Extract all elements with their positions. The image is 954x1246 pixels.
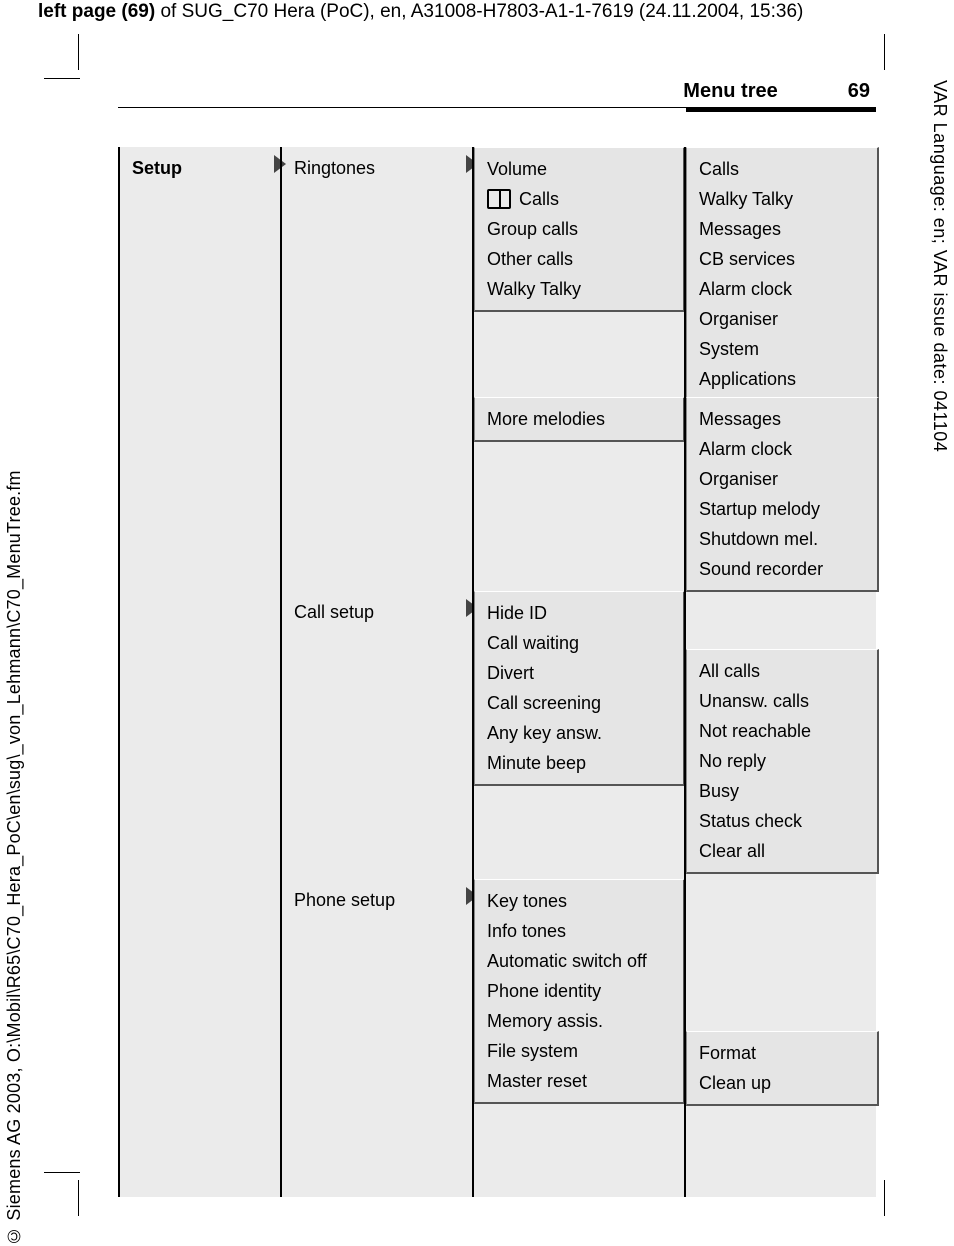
crop-mark (78, 34, 79, 70)
col-1: Setup (120, 147, 278, 1197)
col-4: Calls Walky Talky Messages CB services A… (684, 147, 878, 1197)
row-v-cb-services: CB services (699, 244, 867, 274)
row-mm-alarm: Alarm clock (699, 434, 867, 464)
source-header-bold: left page (69) (38, 1, 155, 22)
row-mm-startup: Startup melody (699, 494, 867, 524)
row-d-busy: Busy (699, 776, 867, 806)
panel-volume: Calls Walky Talky Messages CB services A… (686, 147, 879, 402)
row-file-system: File system (487, 1036, 673, 1066)
row-mm-shutdown: Shutdown mel. (699, 524, 867, 554)
cell-call-setup: Call setup (282, 591, 472, 633)
source-header-rest: of SUG_C70 Hera (PoC), en, A31008-H7803-… (155, 1, 803, 22)
row-d-not-reachable: Not reachable (699, 716, 867, 746)
crop-mark (884, 1180, 885, 1216)
source-header: left page (69) of SUG_C70 Hera (PoC), en… (38, 0, 954, 24)
menu-tree: Setup Ringtones Call setup Phone setup V… (118, 147, 876, 1197)
page-header: Menu tree 69 (118, 80, 876, 107)
row-d-unansw: Unansw. calls (699, 686, 867, 716)
row-v-walky-talky: Walky Talky (699, 184, 867, 214)
row-auto-off: Automatic switch off (487, 946, 673, 976)
row-v-calls: Calls (699, 154, 867, 184)
row-v-organiser: Organiser (699, 304, 867, 334)
cell-ringtones: Ringtones (282, 147, 472, 189)
row-v-alarm-clock: Alarm clock (699, 274, 867, 304)
row-calls-label: Calls (519, 184, 559, 214)
row-v-system: System (699, 334, 867, 364)
row-group-calls: Group calls (487, 214, 673, 244)
row-d-no-reply: No reply (699, 746, 867, 776)
row-hide-id: Hide ID (487, 598, 673, 628)
book-icon (487, 189, 511, 209)
row-v-applications: Applications (699, 364, 867, 394)
row-memory-assis: Memory assis. (487, 1006, 673, 1036)
crop-mark (884, 34, 885, 70)
row-key-tones: Key tones (487, 886, 673, 916)
panel-ringtones: Volume Calls Group calls Other calls Wal… (474, 147, 685, 312)
page-number: 69 (848, 80, 870, 103)
row-divert: Divert (487, 658, 673, 688)
row-d-status-check: Status check (699, 806, 867, 836)
row-any-key: Any key answ. (487, 718, 673, 748)
row-volume: Volume (487, 154, 673, 184)
page-body: Menu tree 69 Setup Ringtones Call setup … (118, 80, 876, 1197)
col-3: Volume Calls Group calls Other calls Wal… (472, 147, 684, 1197)
row-d-clear-all: Clear all (699, 836, 867, 866)
side-text-right: VAR Language: en; VAR issue date: 041104 (926, 80, 950, 680)
row-info-tones: Info tones (487, 916, 673, 946)
crop-mark (44, 1172, 80, 1173)
panel-file-system: Format Clean up (686, 1031, 879, 1106)
crop-mark (44, 78, 80, 79)
row-call-waiting: Call waiting (487, 628, 673, 658)
cell-setup: Setup (120, 147, 278, 189)
row-call-screening: Call screening (487, 688, 673, 718)
cell-phone-setup: Phone setup (282, 879, 472, 921)
panel-call-setup: Hide ID Call waiting Divert Call screeni… (474, 591, 685, 786)
row-d-all-calls: All calls (699, 656, 867, 686)
panel-divert: All calls Unansw. calls Not reachable No… (686, 649, 879, 874)
section-title: Menu tree (683, 80, 777, 103)
row-calls: Calls (487, 184, 673, 214)
row-mm-organiser: Organiser (699, 464, 867, 494)
header-thick-line (686, 107, 876, 112)
row-minute-beep: Minute beep (487, 748, 673, 778)
row-master-reset: Master reset (487, 1066, 673, 1096)
row-other-calls: Other calls (487, 244, 673, 274)
panel-phone-setup: Key tones Info tones Automatic switch of… (474, 879, 685, 1104)
crop-mark (78, 1180, 79, 1216)
col-2: Ringtones Call setup Phone setup (280, 147, 472, 1197)
panel-more-melodies-items: Messages Alarm clock Organiser Startup m… (686, 397, 879, 592)
row-mm-recorder: Sound recorder (699, 554, 867, 584)
panel-more-melodies: More melodies (474, 397, 685, 442)
row-fs-format: Format (699, 1038, 867, 1068)
row-v-messages: Messages (699, 214, 867, 244)
header-rule (118, 107, 876, 117)
row-fs-cleanup: Clean up (699, 1068, 867, 1098)
row-phone-identity: Phone identity (487, 976, 673, 1006)
row-walky-talky: Walky Talky (487, 274, 673, 304)
side-text-left: © Siemens AG 2003, O:\Mobil\R65\C70_Hera… (4, 426, 28, 1246)
row-more-melodies: More melodies (487, 404, 673, 434)
row-mm-messages: Messages (699, 404, 867, 434)
